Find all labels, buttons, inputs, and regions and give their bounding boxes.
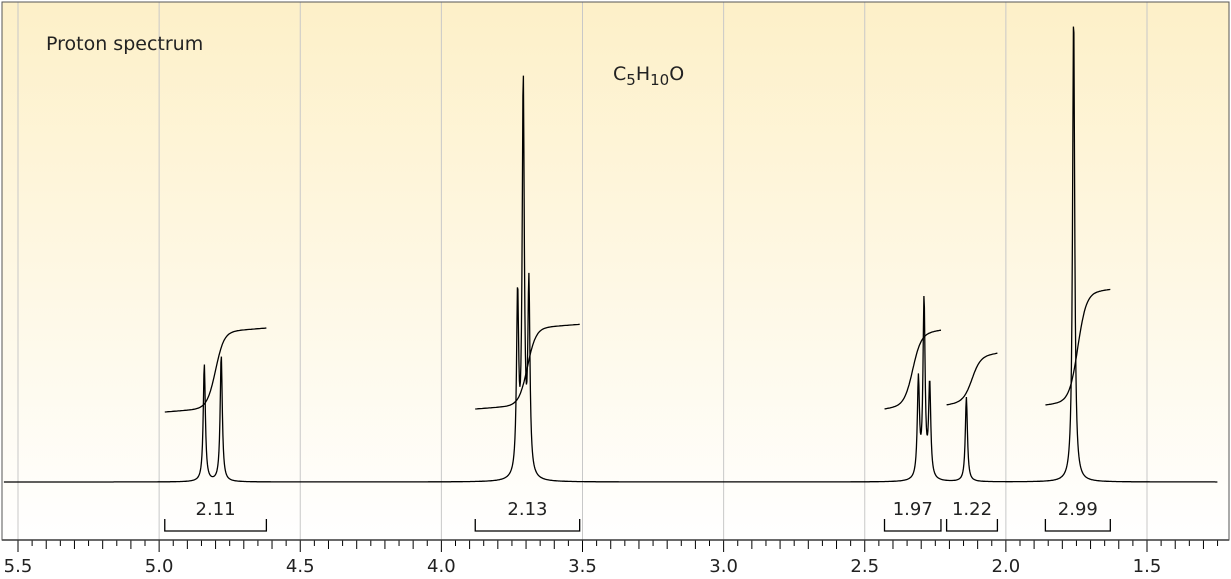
- formula-h: H: [636, 63, 650, 85]
- integration-value: 2.11: [196, 499, 236, 520]
- x-tick-label: 1.5: [1133, 556, 1162, 577]
- integration-value: 1.97: [893, 499, 933, 520]
- x-tick-label: 4.0: [427, 556, 456, 577]
- x-tick-label: 5.0: [145, 556, 174, 577]
- formula-h-count: 10: [650, 71, 669, 89]
- integration-bracket: [945, 519, 999, 532]
- integral-curve: [946, 352, 998, 406]
- formula-c-count: 5: [626, 71, 636, 89]
- formula-c: C: [613, 63, 626, 85]
- integration-bracket: [474, 519, 581, 532]
- integration-bracket: [1044, 519, 1111, 532]
- grid-lines: [17, 2, 1148, 540]
- x-axis-ticks: 5.5 5.0 4.5 4.0 3.5 3.0 2.5 2.0 1.5: [4, 540, 1219, 577]
- integration-bracket: [883, 519, 942, 532]
- integral-curve: [884, 329, 942, 410]
- integration-bracket: [164, 519, 268, 532]
- x-tick-label: 2.5: [850, 556, 879, 577]
- x-tick-label: 3.0: [709, 556, 738, 577]
- integration-value: 2.13: [507, 499, 547, 520]
- formula-o: O: [669, 63, 684, 85]
- x-tick-label: 2.0: [992, 556, 1021, 577]
- molecular-formula: C5H10O: [613, 63, 684, 89]
- integral-curve: [1045, 288, 1111, 406]
- x-tick-label: 3.5: [568, 556, 597, 577]
- integration-value: 1.22: [952, 499, 992, 520]
- x-tick-label: 5.5: [4, 556, 33, 577]
- spectrum-trace-group: [3, 26, 1218, 483]
- integral-curves: [164, 288, 1111, 413]
- plot-border: [1, 1, 1230, 541]
- x-tick-label: 4.5: [286, 556, 315, 577]
- integral-curve: [475, 323, 580, 410]
- integration-brackets: 2.11 2.13 1.97 1.22 2.99: [164, 499, 1111, 532]
- integration-value: 2.99: [1058, 499, 1098, 520]
- spectrum-trace: [3, 26, 1218, 483]
- chart-title: Proton spectrum: [46, 33, 203, 55]
- integral-curve: [164, 327, 267, 413]
